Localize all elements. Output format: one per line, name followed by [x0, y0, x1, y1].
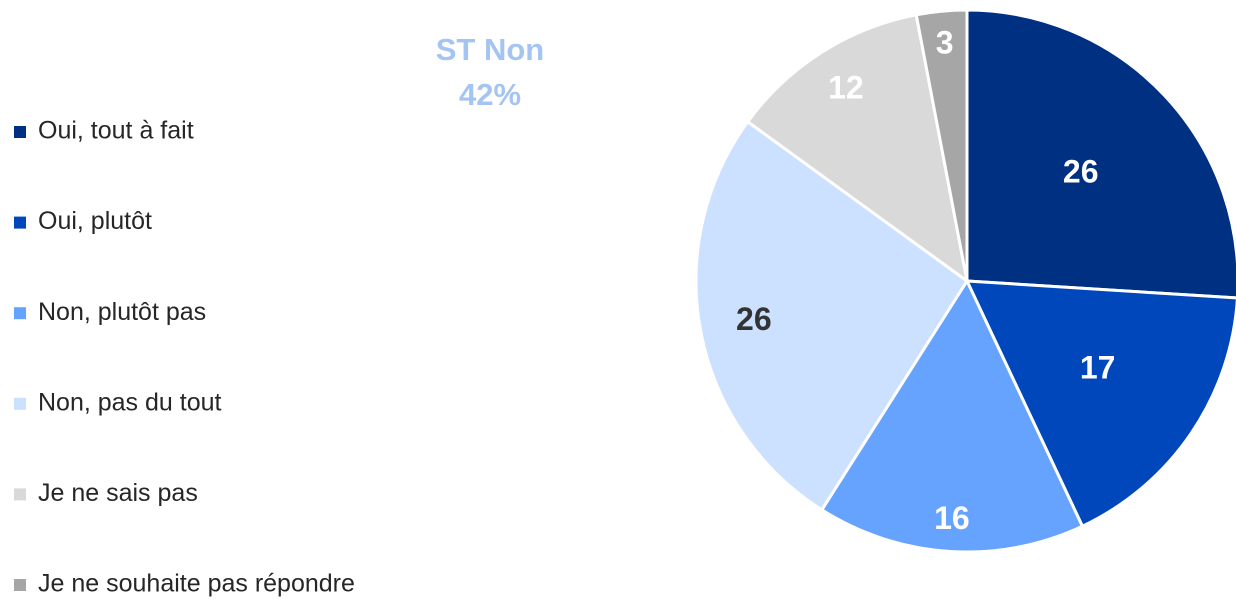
pie-slice — [914, 8, 969, 282]
legend-text: Oui, plutôt — [38, 207, 152, 235]
legend-swatch — [14, 307, 26, 320]
value-label: 17 — [1080, 349, 1116, 385]
legend-swatch — [14, 216, 26, 229]
value-label: 26 — [1063, 154, 1099, 190]
legend-text: Non, pas du tout — [38, 388, 222, 416]
value-label: 26 — [736, 301, 772, 337]
pie-slice — [745, 13, 970, 285]
legend-swatch — [14, 126, 26, 138]
pie-slice — [694, 119, 970, 512]
pie-slice — [965, 8, 1236, 300]
value-label: 3 — [936, 25, 954, 61]
legend-text: Je ne sais pas — [38, 479, 198, 507]
legend-swatch — [14, 579, 26, 591]
annotation: ST Non — [436, 32, 545, 67]
legend-swatch — [14, 397, 26, 410]
value-label: 12 — [828, 70, 864, 106]
pie-slice — [819, 277, 1085, 554]
value-label: 16 — [934, 500, 970, 536]
legend-swatch — [14, 488, 26, 501]
legend-text: Non, plutôt pas — [38, 298, 206, 326]
legend-text: Oui, tout à fait — [38, 117, 194, 145]
pie-slice — [964, 279, 1236, 529]
annotation: 42% — [459, 77, 521, 112]
legend-text: Je ne souhaite pas répondre — [38, 570, 355, 598]
